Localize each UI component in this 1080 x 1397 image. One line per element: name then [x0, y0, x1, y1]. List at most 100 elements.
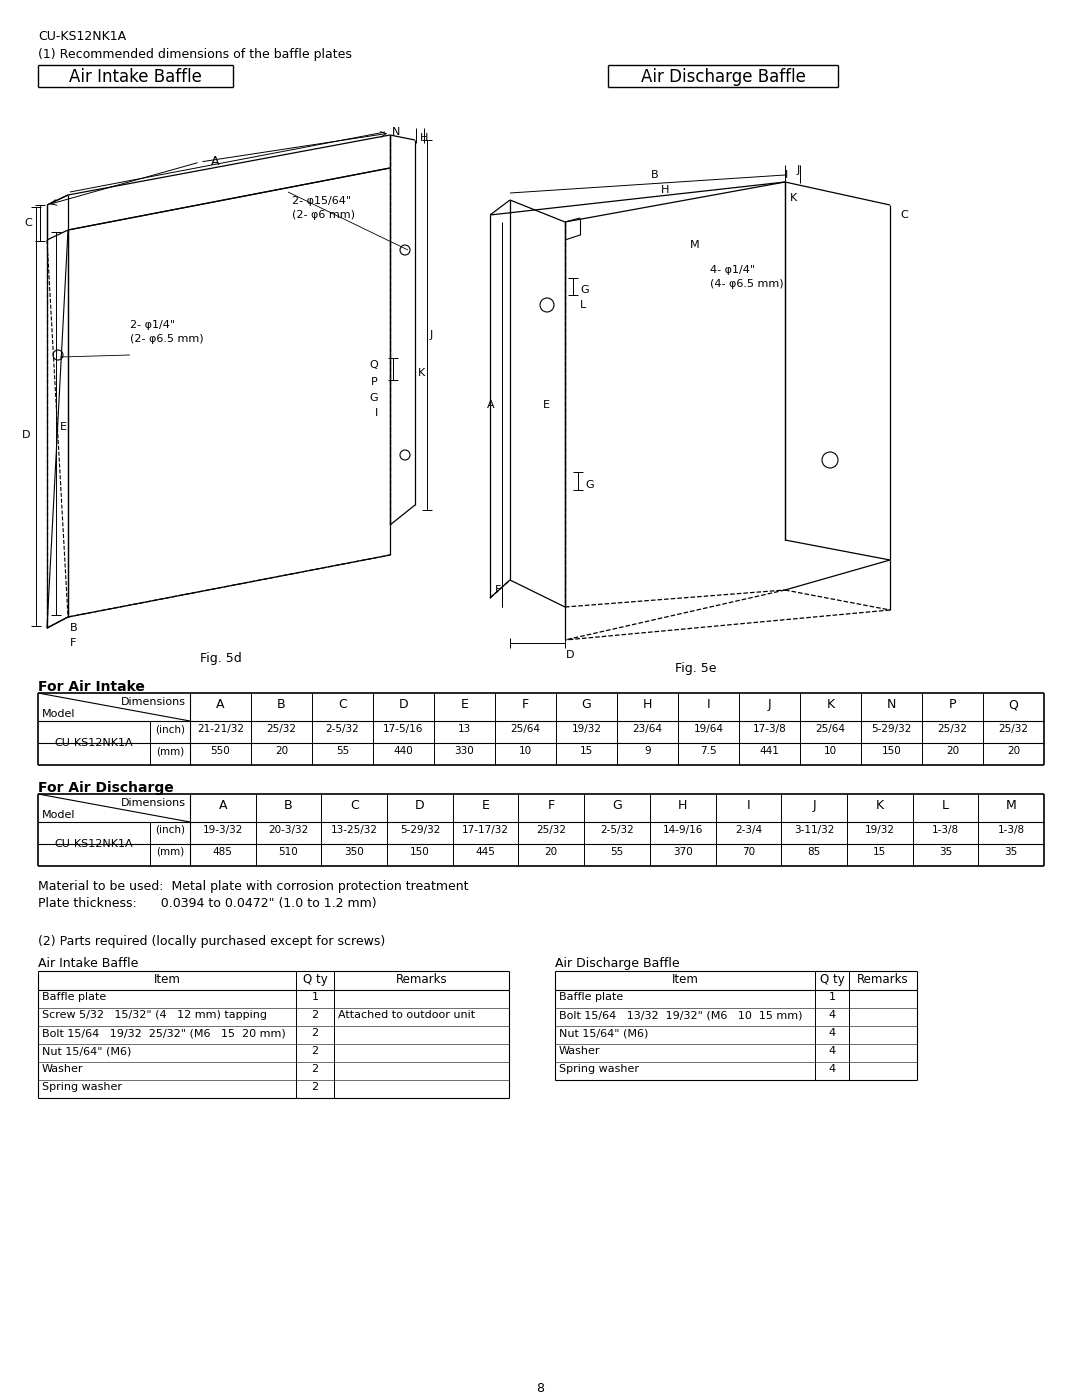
Text: D: D	[415, 799, 424, 812]
Text: 20: 20	[275, 746, 288, 756]
Text: Dimensions: Dimensions	[121, 798, 186, 807]
Text: Nut 15/64" (M6): Nut 15/64" (M6)	[42, 1046, 132, 1056]
Text: G: G	[580, 285, 589, 295]
Text: 3-11/32: 3-11/32	[794, 826, 834, 835]
Text: 13: 13	[458, 724, 471, 733]
Text: 485: 485	[213, 847, 233, 856]
Text: 2- φ15/64": 2- φ15/64"	[292, 196, 351, 205]
Text: 13-25/32: 13-25/32	[330, 826, 378, 835]
Text: H: H	[643, 698, 652, 711]
Text: 4: 4	[828, 1046, 836, 1056]
Text: A: A	[211, 155, 219, 168]
Text: K: K	[876, 799, 883, 812]
Text: 15: 15	[873, 847, 887, 856]
Text: 15: 15	[580, 746, 593, 756]
Text: L: L	[580, 300, 586, 310]
Text: 25/32: 25/32	[999, 724, 1028, 733]
Text: 10: 10	[824, 746, 837, 756]
Text: 1-3/8: 1-3/8	[998, 826, 1025, 835]
Text: F: F	[70, 638, 77, 648]
Text: 8: 8	[536, 1382, 544, 1396]
Text: 150: 150	[410, 847, 430, 856]
Text: Air Discharge Baffle: Air Discharge Baffle	[640, 68, 806, 87]
Text: M: M	[690, 240, 700, 250]
Text: 10: 10	[518, 746, 532, 756]
Text: 1: 1	[828, 992, 836, 1002]
Text: For Air Intake: For Air Intake	[38, 680, 145, 694]
Text: Air Intake Baffle: Air Intake Baffle	[69, 68, 202, 87]
Text: 2: 2	[311, 1065, 319, 1074]
Text: 510: 510	[279, 847, 298, 856]
Text: Air Intake Baffle: Air Intake Baffle	[38, 957, 138, 970]
Text: B: B	[651, 170, 659, 180]
Text: Q: Q	[1009, 698, 1018, 711]
Text: I: I	[785, 170, 788, 180]
Text: 5-29/32: 5-29/32	[872, 724, 912, 733]
Text: M: M	[1005, 799, 1016, 812]
Text: 4: 4	[828, 1010, 836, 1020]
Text: G: G	[582, 698, 592, 711]
Text: CU-KS12NK1A: CU-KS12NK1A	[55, 738, 133, 747]
Text: G: G	[612, 799, 622, 812]
Text: D: D	[566, 650, 575, 659]
Text: (inch): (inch)	[156, 724, 185, 733]
Text: 4: 4	[828, 1065, 836, 1074]
Text: H: H	[420, 133, 429, 142]
Text: 330: 330	[455, 746, 474, 756]
Text: E: E	[482, 799, 489, 812]
Text: 9: 9	[644, 746, 651, 756]
Text: 2- φ1/4": 2- φ1/4"	[130, 320, 175, 330]
Text: 14-9/16: 14-9/16	[662, 826, 703, 835]
Text: (mm): (mm)	[156, 746, 184, 756]
Text: (2- φ6 mm): (2- φ6 mm)	[292, 210, 355, 219]
Text: 1-3/8: 1-3/8	[932, 826, 959, 835]
Text: Nut 15/64" (M6): Nut 15/64" (M6)	[559, 1028, 648, 1038]
Text: Q ty: Q ty	[302, 972, 327, 986]
Text: 23/64: 23/64	[633, 724, 662, 733]
Text: 2-3/4: 2-3/4	[734, 826, 762, 835]
Text: CU-KS12NK1A: CU-KS12NK1A	[38, 29, 126, 43]
Text: Item: Item	[153, 972, 180, 986]
Text: K: K	[826, 698, 835, 711]
Text: P: P	[948, 698, 956, 711]
Text: I: I	[375, 408, 378, 418]
Text: (2- φ6.5 mm): (2- φ6.5 mm)	[130, 334, 204, 344]
Text: B: B	[284, 799, 293, 812]
Text: 2-5/32: 2-5/32	[600, 826, 634, 835]
Text: 350: 350	[345, 847, 364, 856]
Text: Attached to outdoor unit: Attached to outdoor unit	[338, 1010, 475, 1020]
Text: 19/64: 19/64	[693, 724, 724, 733]
Text: B: B	[278, 698, 286, 711]
Text: Spring washer: Spring washer	[42, 1083, 122, 1092]
Text: 20: 20	[946, 746, 959, 756]
Text: Plate thickness:      0.0394 to 0.0472" (1.0 to 1.2 mm): Plate thickness: 0.0394 to 0.0472" (1.0 …	[38, 897, 377, 909]
Text: 2-5/32: 2-5/32	[326, 724, 360, 733]
Text: 21-21/32: 21-21/32	[197, 724, 244, 733]
Text: Spring washer: Spring washer	[559, 1065, 639, 1074]
Text: I: I	[706, 698, 711, 711]
Text: L: L	[942, 799, 949, 812]
Text: 25/32: 25/32	[537, 826, 566, 835]
Text: 440: 440	[393, 746, 414, 756]
Text: E: E	[460, 698, 469, 711]
Text: 1: 1	[311, 992, 319, 1002]
Text: (inch): (inch)	[156, 826, 185, 835]
Text: C: C	[24, 218, 32, 228]
Text: C: C	[338, 698, 347, 711]
Text: A: A	[216, 698, 225, 711]
Text: (mm): (mm)	[156, 847, 184, 856]
Text: E: E	[60, 422, 67, 432]
Text: N: N	[392, 127, 401, 137]
Text: J: J	[430, 330, 433, 339]
Text: Item: Item	[672, 972, 699, 986]
Text: 35: 35	[939, 847, 953, 856]
Text: 25/32: 25/32	[937, 724, 968, 733]
Text: 7.5: 7.5	[700, 746, 717, 756]
Text: F: F	[522, 698, 529, 711]
Text: Q: Q	[369, 360, 378, 370]
Text: 370: 370	[673, 847, 692, 856]
Text: K: K	[418, 367, 426, 379]
Text: F: F	[548, 799, 555, 812]
Text: Bolt 15/64   13/32  19/32" (M6   10  15 mm): Bolt 15/64 13/32 19/32" (M6 10 15 mm)	[559, 1010, 802, 1020]
Text: I: I	[746, 799, 751, 812]
